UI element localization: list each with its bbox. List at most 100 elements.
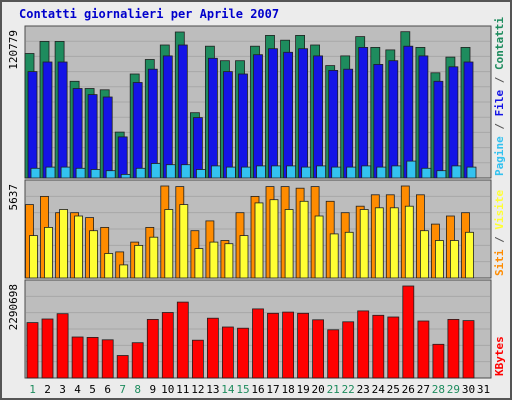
bar-contatti-day-29: [451, 165, 462, 179]
legend-visits: Siti / Visite: [493, 190, 506, 276]
bar-visite-day-19: [299, 200, 309, 279]
bar-kbytes-day-13: [206, 317, 219, 379]
bar-contatti-day-5: [90, 169, 101, 179]
y-max-label: 120779: [7, 30, 20, 70]
x-tick-day-8: 8: [134, 383, 141, 396]
bar-contatti-day-12: [195, 169, 206, 179]
bar-file-day-24: [373, 64, 384, 179]
bar-visite-day-20: [314, 215, 324, 279]
bar-kbytes-day-30: [462, 320, 475, 379]
bar-kbytes-day-4: [71, 336, 84, 379]
bar-kbytes-day-6: [101, 339, 114, 379]
bar-visite-day-10: [164, 209, 174, 279]
bar-kbytes-day-25: [387, 316, 400, 379]
x-tick-day-9: 9: [149, 383, 156, 396]
x-tick-day-10: 10: [161, 383, 174, 396]
x-tick-day-16: 16: [251, 383, 264, 396]
bar-contatti-day-27: [421, 167, 432, 179]
bar-contatti-day-7: [120, 173, 131, 179]
bar-kbytes-day-28: [432, 343, 445, 379]
bar-file-day-10: [162, 55, 173, 179]
x-tick-day-26: 26: [402, 383, 415, 396]
bar-contatti-day-26: [406, 160, 417, 179]
bar-file-day-12: [192, 117, 203, 179]
bar-visite-day-12: [194, 248, 204, 279]
bar-kbytes-day-2: [41, 318, 54, 379]
bar-file-day-1: [27, 71, 38, 179]
bar-kbytes-day-3: [56, 313, 69, 379]
x-tick-day-11: 11: [176, 383, 189, 396]
x-tick-day-6: 6: [104, 383, 111, 396]
y-max-label: 5637: [7, 184, 20, 211]
bar-visite-day-7: [119, 264, 129, 279]
x-tick-day-2: 2: [44, 383, 51, 396]
bar-contatti-day-28: [436, 170, 447, 179]
bar-visite-day-26: [404, 205, 414, 279]
legend-entry: KBytes: [493, 336, 506, 376]
bar-contatti-day-1: [30, 167, 41, 179]
bar-contatti-day-4: [75, 167, 86, 179]
x-tick-day-28: 28: [432, 383, 445, 396]
legend-entry: Contatti: [493, 17, 506, 70]
x-tick-day-12: 12: [191, 383, 204, 396]
x-tick-day-25: 25: [387, 383, 400, 396]
bar-visite-day-2: [44, 226, 53, 279]
bar-visite-day-15: [239, 235, 249, 279]
bar-kbytes-day-27: [417, 320, 430, 379]
legend-traffic: Pagine / File / Contatti: [493, 17, 506, 176]
bar-visite-day-9: [149, 236, 159, 279]
bar-kbytes-day-18: [282, 311, 295, 379]
bar-file-day-21: [328, 70, 339, 179]
x-tick-day-31: 31: [477, 383, 490, 396]
bar-file-day-15: [238, 73, 248, 179]
bar-visite-day-17: [269, 199, 279, 279]
bar-contatti-day-23: [361, 165, 372, 179]
bar-visite-day-11: [179, 204, 189, 279]
bar-kbytes-day-9: [146, 318, 159, 379]
bar-kbytes-day-24: [372, 314, 385, 379]
bar-contatti-day-14: [225, 166, 236, 179]
x-tick-day-5: 5: [89, 383, 96, 396]
bar-visite-day-16: [254, 202, 264, 279]
bar-contatti-day-30: [466, 166, 477, 179]
x-tick-day-29: 29: [447, 383, 460, 396]
bar-contatti-day-13: [210, 165, 221, 179]
chart-title: Contatti giornalieri per Aprile 2007: [19, 7, 280, 21]
bar-file-day-29: [448, 66, 459, 179]
bar-file-day-9: [147, 68, 158, 179]
bar-file-day-18: [283, 51, 294, 179]
bar-file-day-26: [403, 45, 414, 179]
bar-contatti-day-2: [45, 166, 56, 179]
bar-contatti-day-20: [316, 165, 327, 179]
bar-file-day-28: [433, 80, 444, 179]
bar-kbytes-day-10: [161, 312, 174, 379]
bar-file-day-27: [418, 55, 429, 179]
bar-contatti-day-24: [376, 166, 387, 179]
bar-kbytes-day-11: [176, 301, 189, 379]
bar-contatti-day-17: [271, 165, 281, 179]
bar-kbytes-day-21: [327, 329, 340, 379]
legend-entry: File: [493, 90, 506, 117]
bar-contatti-day-3: [60, 166, 71, 179]
bar-visite-day-14: [224, 243, 234, 279]
bar-file-day-13: [207, 57, 218, 179]
bar-file-day-22: [343, 68, 354, 179]
bar-visite-day-22: [344, 231, 354, 279]
x-tick-day-18: 18: [281, 383, 294, 396]
bar-file-day-5: [87, 94, 98, 179]
bar-file-day-2: [42, 61, 53, 179]
bar-file-day-11: [177, 44, 188, 179]
bar-contatti-day-8: [135, 167, 146, 179]
bar-visite-day-13: [209, 241, 219, 279]
legend-entry: Visite: [493, 190, 506, 230]
bar-file-day-20: [313, 55, 324, 179]
x-tick-day-19: 19: [296, 383, 309, 396]
bar-contatti-day-16: [256, 165, 266, 179]
x-tick-day-22: 22: [342, 383, 355, 396]
x-tick-day-24: 24: [372, 383, 386, 396]
bar-visite-day-8: [134, 244, 144, 279]
x-tick-day-4: 4: [74, 383, 81, 396]
x-tick-day-14: 14: [221, 383, 235, 396]
bar-kbytes-day-15: [237, 327, 249, 379]
bar-file-day-30: [463, 61, 474, 179]
